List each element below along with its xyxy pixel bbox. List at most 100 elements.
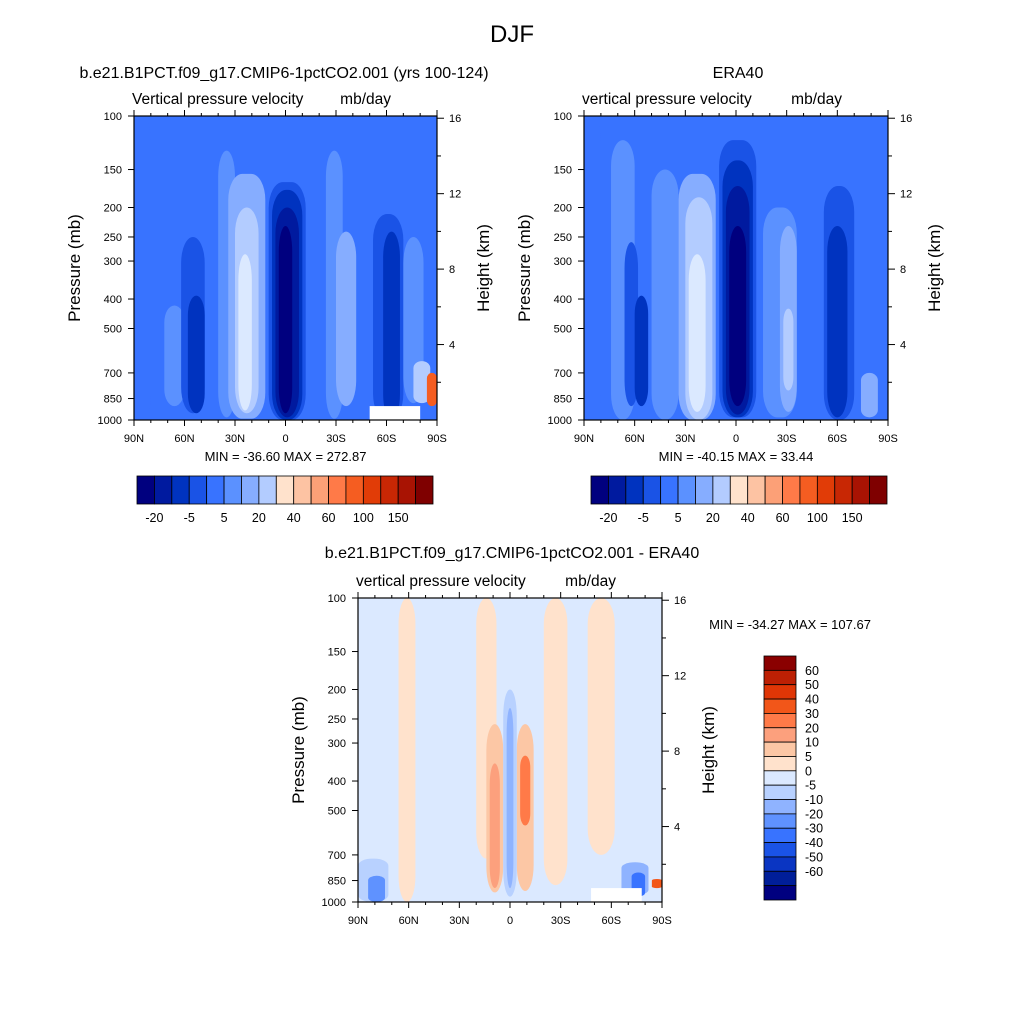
y-tick-label: 850 [104,394,122,406]
y-tick-label: 250 [554,232,572,244]
panel-title: b.e21.B1PCT.f09_g17.CMIP6-1pctCO2.001 (y… [79,65,488,82]
y-axis-label-right: Height (km) [699,706,718,794]
panel-right-string: mb/day [340,91,391,108]
colorbar-box [763,827,797,843]
panel-right-string: mb/day [565,573,616,590]
y-tick-label: 300 [554,256,572,268]
colorbar-box [275,475,295,505]
colorbar-label: 5 [221,511,228,525]
height-tick-label: 4 [449,340,455,352]
missing-data-mask [591,888,642,902]
panel-right-string: mb/day [791,91,842,108]
height-tick-label: 12 [449,189,461,201]
colorbar-label: 20 [706,511,720,525]
colorbar-label: 60 [776,511,790,525]
y-tick-label: 150 [328,647,346,659]
colorbar-box [206,475,225,505]
contour-fill [398,598,416,902]
x-tick-label: 0 [733,433,739,445]
contour-fill [634,295,649,407]
colorbar-box [782,475,801,505]
colorbar-box [695,475,714,505]
height-tick-label: 12 [674,671,686,683]
x-tick-label: 30N [675,433,695,445]
height-tick-label: 8 [674,746,680,758]
y-tick-label: 700 [328,850,346,862]
contour-field [358,598,662,902]
colorbar-box [763,842,797,858]
colorbar-box [241,475,260,505]
x-tick-label: 90S [878,433,898,445]
colorbar-box [136,475,155,505]
y-tick-label: 500 [104,323,122,335]
colorbar-box [869,475,888,505]
y-tick-label: 1000 [98,415,122,427]
colorbar-box [764,475,783,505]
panel-title: b.e21.B1PCT.f09_g17.CMIP6-1pctCO2.001 - … [325,545,700,562]
colorbar-box [763,856,797,872]
contour-fill [426,372,437,407]
contour-fill [827,225,848,418]
contour-fill [651,878,662,889]
panel-obs: 90N 60N 30N 0 30S 60S 90S 100 150 200 250 300 400 500… [515,65,944,525]
x-tick-label: 60N [174,433,194,445]
colorbar-label: 60 [322,511,336,525]
colorbar-box [763,727,797,743]
colorbar-label: 20 [252,511,266,525]
y-tick-label: 1000 [548,415,572,427]
minmax-label: MIN = -34.27 MAX = 107.67 [709,617,871,632]
y-tick-label: 400 [328,776,346,788]
contour-fill [520,755,531,826]
panel-model: 90N 60N 30N 0 30S 60S 90S 100 150 200 250 300 400 500… [65,65,493,525]
colorbar-label: -40 [805,836,823,850]
contour-fill [413,361,431,404]
colorbar-box [763,655,797,671]
contour-fill [187,295,205,414]
contour-fill [860,372,878,418]
contour-fill [278,225,293,414]
colorbar-label: 40 [287,511,301,525]
colorbar-box [851,475,870,505]
panel-title: ERA40 [713,65,764,82]
colorbar-box [747,475,766,505]
colorbar-label: 40 [741,511,755,525]
height-tick-label: 4 [900,340,906,352]
colorbar-label: -30 [805,822,823,836]
contour-fill [624,242,639,407]
minmax-label: MIN = -40.15 MAX = 33.44 [659,449,814,464]
colorbar-label: -5 [805,779,816,793]
colorbar-box [608,475,627,505]
x-tick-label: 60N [399,915,419,927]
x-tick-label: 0 [507,915,513,927]
y-tick-label: 300 [104,256,122,268]
colorbar-label: 50 [805,678,819,692]
colorbar-box [362,475,382,505]
colorbar-label: 100 [353,511,374,525]
colorbar-box [310,475,329,505]
contour-fill [238,254,252,411]
y-tick-label: 500 [328,805,346,817]
y-tick-label: 200 [104,203,122,215]
colorbar-label: 150 [388,511,409,525]
x-tick-label: 30N [225,433,245,445]
y-tick-label: 700 [104,368,122,380]
y-tick-label: 400 [104,294,122,306]
colorbar-box [590,475,609,505]
y-tick-label: 100 [104,111,122,123]
contour-fill [489,763,500,889]
x-tick-label: 30N [449,915,469,927]
colorbar-label: 30 [805,707,819,721]
colorbar-box [293,475,312,505]
colorbar-box [763,813,797,829]
colorbar-label: -20 [599,511,617,525]
colorbar-box [729,475,749,505]
colorbar-label: 5 [675,511,682,525]
y-tick-label: 850 [328,876,346,888]
y-tick-label: 200 [554,203,572,215]
figure-title: DJF [490,21,534,48]
y-axis-label: Pressure (mb) [515,214,534,322]
contour-fill [783,308,794,391]
x-tick-label: 90S [652,915,672,927]
contour-field [134,116,437,420]
